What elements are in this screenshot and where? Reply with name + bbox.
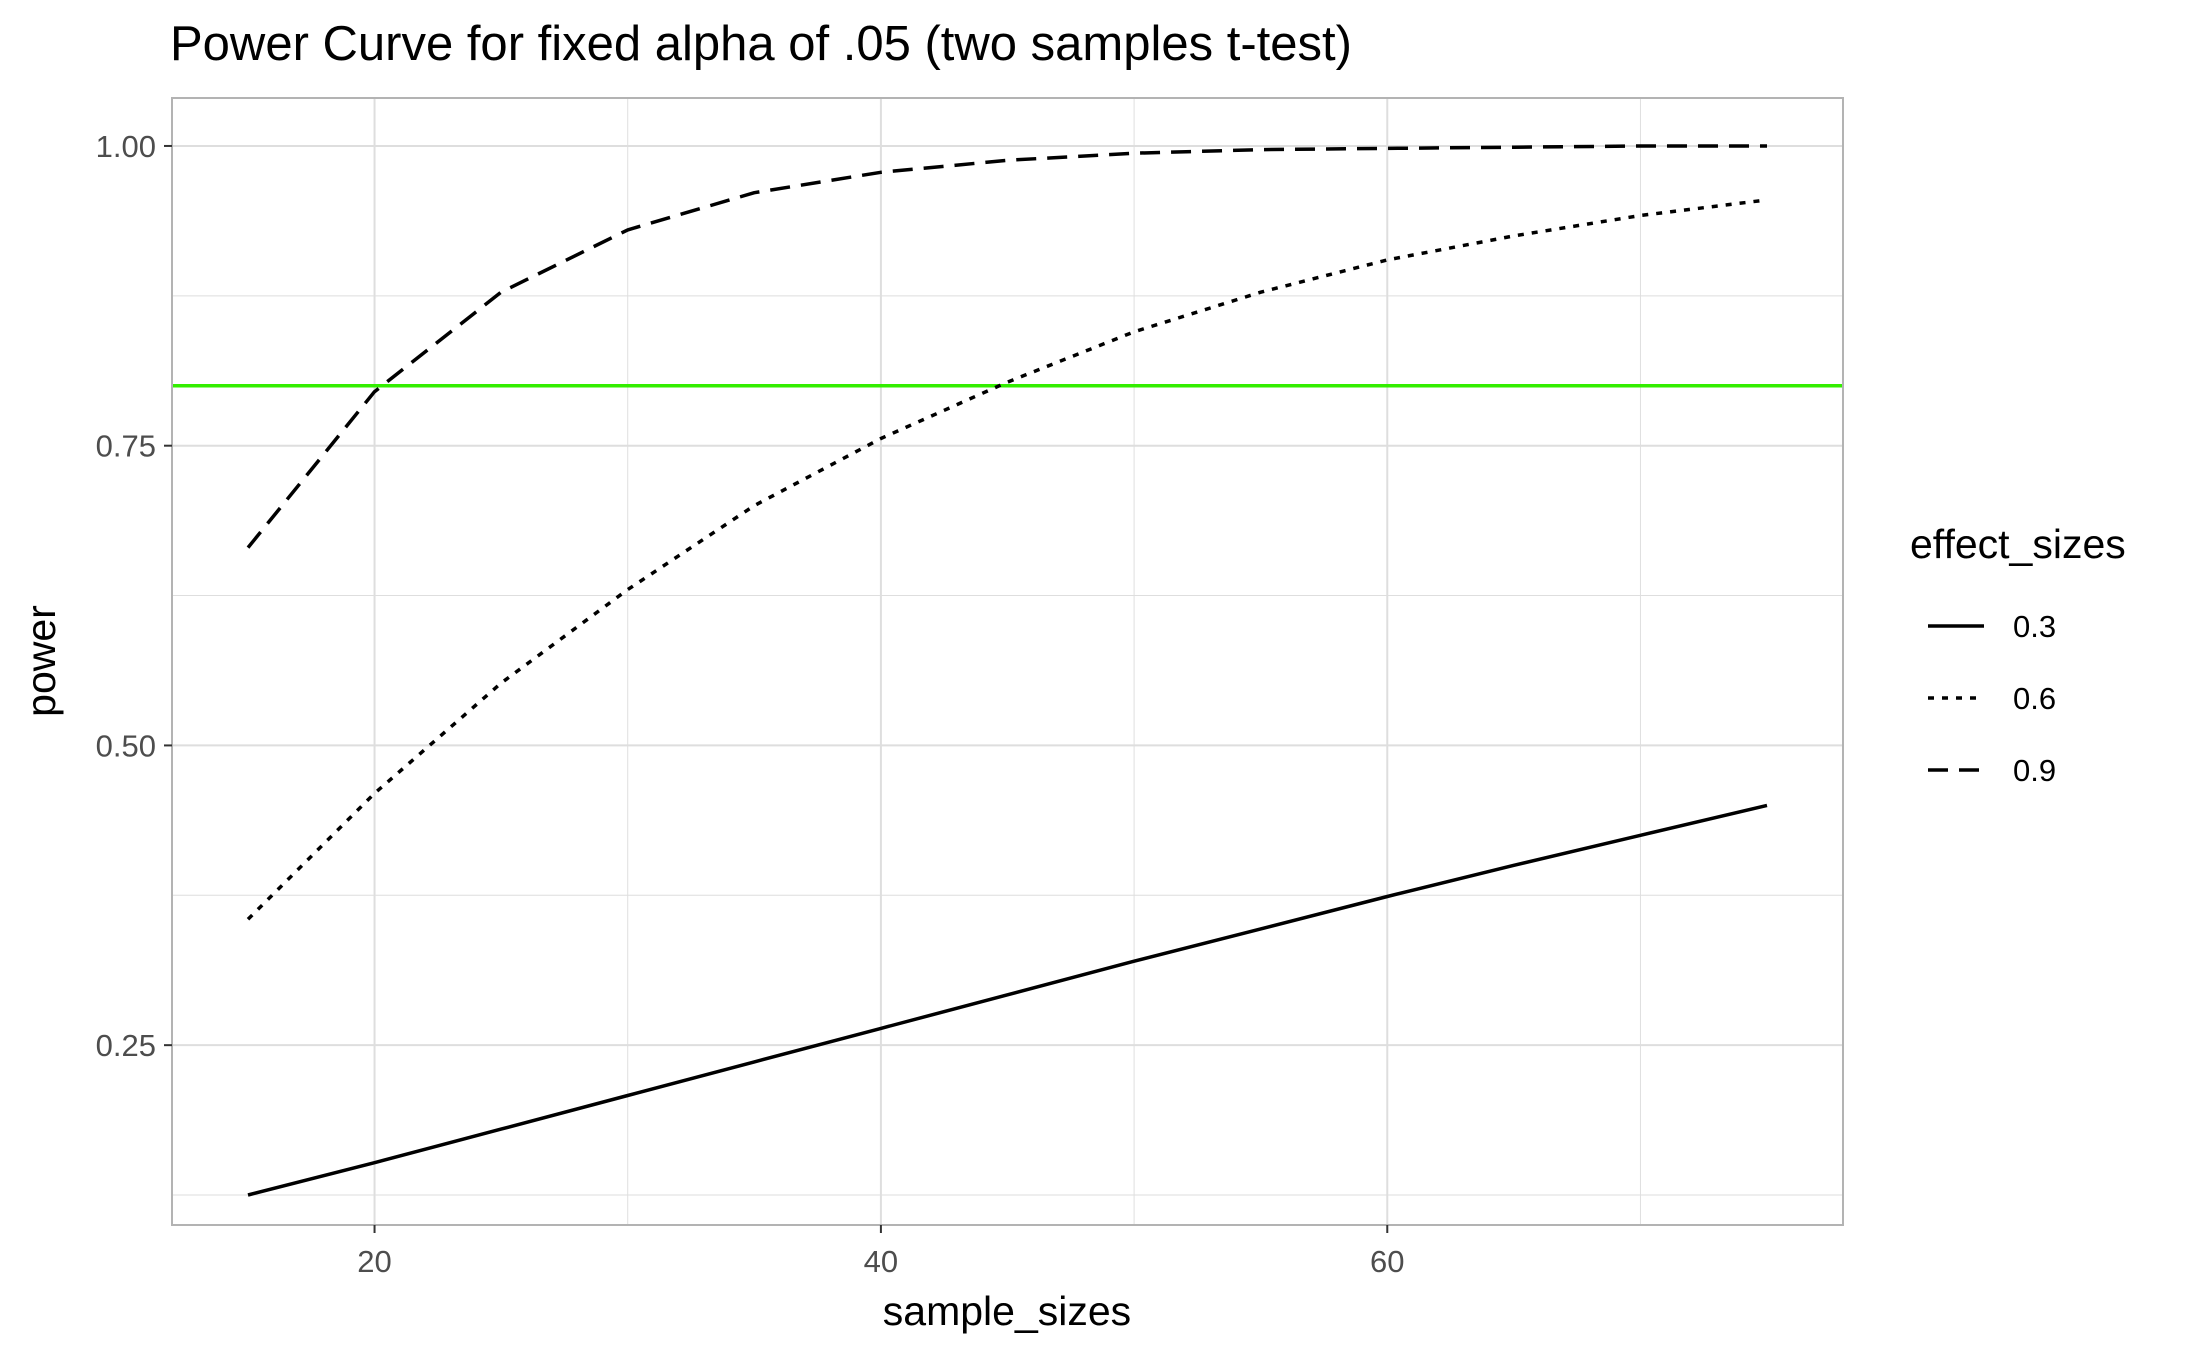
- y-tick-label: 0.25: [96, 1028, 156, 1063]
- legend-label: 0.6: [2013, 681, 2056, 716]
- chart-title: Power Curve for fixed alpha of .05 (two …: [170, 17, 1352, 71]
- series-line-0-6: [246, 198, 1768, 921]
- y-tick-label: 1.00: [96, 129, 156, 164]
- y-axis-ticks: 0.25 0.50 0.75 1.00: [96, 129, 172, 1063]
- legend-title: effect_sizes: [1910, 521, 2126, 567]
- x-axis-ticks: 20 40 60: [357, 1225, 1405, 1279]
- y-tick-label: 0.50: [96, 728, 156, 763]
- series-layer: [246, 144, 1768, 1197]
- x-tick-label: 60: [1370, 1244, 1404, 1279]
- legend-label: 0.9: [2013, 753, 2056, 788]
- x-axis-label: sample_sizes: [883, 1288, 1131, 1334]
- major-gridlines: [172, 98, 1843, 1225]
- legend-items: 0.3 0.6 0.9: [1928, 609, 2056, 788]
- y-axis-label: power: [18, 605, 64, 717]
- minor-gridlines: [172, 98, 1843, 1225]
- y-tick-label: 0.75: [96, 429, 156, 464]
- x-tick-label: 20: [357, 1244, 391, 1279]
- series-line-0-9: [246, 144, 1767, 549]
- panel-border: [171, 97, 1844, 1226]
- x-tick-label: 40: [864, 1244, 898, 1279]
- series-line-0-3: [247, 803, 1768, 1197]
- legend: effect_sizes 0.3 0.6 0.9: [1910, 521, 2126, 788]
- legend-label: 0.3: [2013, 609, 2056, 644]
